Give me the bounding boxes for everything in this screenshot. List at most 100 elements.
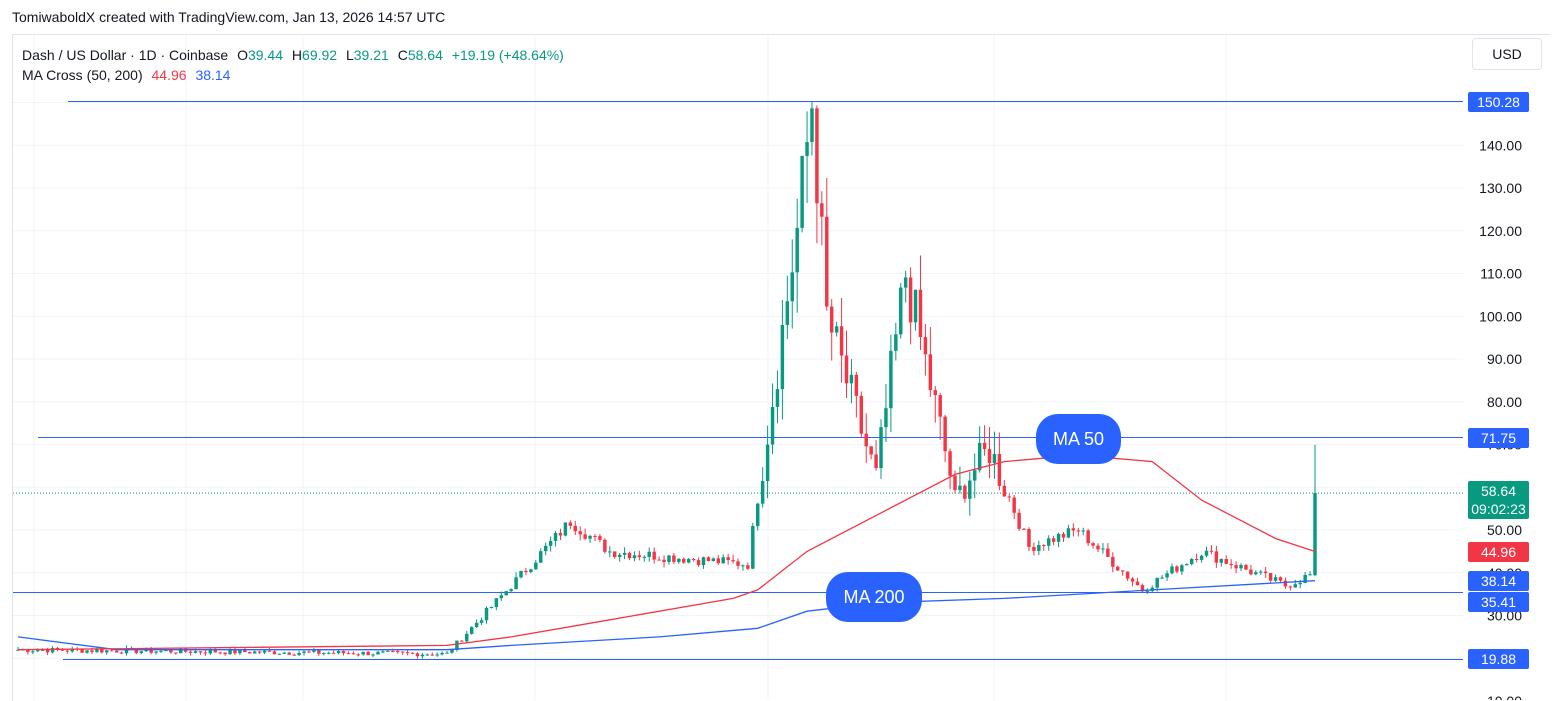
candle[interactable] bbox=[869, 446, 873, 460]
candle[interactable] bbox=[800, 155, 804, 233]
candle[interactable] bbox=[859, 391, 864, 438]
candle[interactable] bbox=[445, 650, 449, 654]
candle[interactable] bbox=[248, 651, 252, 654]
candle[interactable] bbox=[751, 522, 755, 570]
candle[interactable] bbox=[686, 558, 691, 564]
candle[interactable] bbox=[1259, 569, 1263, 575]
candle[interactable] bbox=[711, 557, 716, 562]
candle[interactable] bbox=[647, 547, 651, 562]
candle[interactable] bbox=[977, 426, 982, 473]
candle[interactable] bbox=[543, 542, 548, 556]
candle[interactable] bbox=[238, 649, 242, 656]
candle[interactable] bbox=[1283, 577, 1288, 589]
candle[interactable] bbox=[1239, 563, 1243, 572]
candle[interactable] bbox=[1313, 444, 1317, 577]
candle[interactable] bbox=[1071, 523, 1076, 537]
candle[interactable] bbox=[272, 650, 277, 655]
candle[interactable] bbox=[1012, 495, 1016, 520]
candle[interactable] bbox=[351, 651, 356, 655]
candle[interactable] bbox=[928, 327, 933, 397]
candle[interactable] bbox=[785, 275, 790, 340]
candle[interactable] bbox=[410, 652, 415, 655]
candle[interactable] bbox=[849, 359, 854, 404]
candle[interactable] bbox=[593, 534, 597, 542]
candle[interactable] bbox=[1007, 493, 1011, 502]
candle[interactable] bbox=[568, 520, 573, 530]
candle[interactable] bbox=[539, 548, 543, 563]
candle[interactable] bbox=[85, 649, 89, 654]
candle[interactable] bbox=[958, 466, 962, 494]
candle[interactable] bbox=[721, 554, 725, 564]
candle[interactable] bbox=[1086, 528, 1090, 547]
candle[interactable] bbox=[652, 547, 656, 564]
candle[interactable] bbox=[756, 502, 760, 531]
candle[interactable] bbox=[578, 526, 582, 541]
candle[interactable] bbox=[889, 334, 893, 433]
candle[interactable] bbox=[277, 653, 282, 655]
candle[interactable] bbox=[1032, 542, 1036, 556]
candle[interactable] bbox=[1273, 574, 1278, 582]
candle[interactable] bbox=[1268, 573, 1273, 583]
candle[interactable] bbox=[1165, 570, 1169, 581]
candle[interactable] bbox=[691, 558, 696, 562]
candle[interactable] bbox=[617, 553, 622, 562]
candle[interactable] bbox=[1254, 570, 1258, 576]
candle[interactable] bbox=[1288, 585, 1293, 591]
candle[interactable] bbox=[948, 448, 952, 490]
candle[interactable] bbox=[548, 536, 553, 552]
candle[interactable] bbox=[603, 538, 607, 554]
candle[interactable] bbox=[815, 105, 819, 244]
candle[interactable] bbox=[1056, 532, 1061, 548]
candle[interactable] bbox=[297, 650, 301, 657]
candle[interactable] bbox=[632, 551, 637, 562]
candle[interactable] bbox=[1278, 576, 1283, 584]
candle[interactable] bbox=[312, 648, 316, 654]
candle[interactable] bbox=[114, 650, 119, 653]
candle[interactable] bbox=[558, 528, 563, 541]
candle[interactable] bbox=[879, 419, 883, 479]
candle[interactable] bbox=[440, 651, 444, 656]
candle[interactable] bbox=[174, 652, 178, 655]
candle[interactable] bbox=[775, 370, 780, 424]
candle[interactable] bbox=[810, 101, 814, 156]
candle[interactable] bbox=[682, 557, 686, 564]
ma50-annotation[interactable]: MA 50 bbox=[1036, 414, 1121, 464]
price-label-hline[interactable]: 150.28 bbox=[1468, 92, 1529, 112]
candle[interactable] bbox=[420, 652, 425, 659]
candle[interactable] bbox=[1224, 555, 1228, 565]
candle[interactable] bbox=[780, 299, 785, 420]
candle[interactable] bbox=[1096, 543, 1100, 553]
ma200-annotation[interactable]: MA 200 bbox=[826, 572, 922, 622]
candle[interactable] bbox=[1209, 545, 1214, 555]
candle[interactable] bbox=[326, 651, 331, 655]
candle[interactable] bbox=[741, 564, 745, 571]
candle[interactable] bbox=[95, 646, 99, 654]
candle[interactable] bbox=[16, 647, 20, 651]
candle[interactable] bbox=[282, 651, 287, 655]
candle[interactable] bbox=[612, 551, 617, 559]
candle[interactable] bbox=[736, 558, 740, 570]
candle[interactable] bbox=[1150, 585, 1154, 593]
price-label-hline[interactable]: 71.75 bbox=[1468, 428, 1529, 448]
candle[interactable] bbox=[726, 553, 730, 565]
candle[interactable] bbox=[987, 427, 992, 479]
candle[interactable] bbox=[968, 471, 972, 516]
candle[interactable] bbox=[105, 650, 109, 655]
candle[interactable] bbox=[1170, 563, 1174, 575]
candle[interactable] bbox=[731, 554, 735, 564]
candle[interactable] bbox=[188, 649, 193, 656]
candle[interactable] bbox=[677, 558, 681, 564]
candle[interactable] bbox=[484, 606, 489, 624]
candle[interactable] bbox=[1046, 535, 1051, 551]
candle[interactable] bbox=[1249, 564, 1253, 576]
candle[interactable] bbox=[637, 550, 642, 561]
candle[interactable] bbox=[376, 650, 380, 655]
candle[interactable] bbox=[765, 425, 770, 499]
candle[interactable] bbox=[455, 640, 459, 652]
candle[interactable] bbox=[1037, 540, 1041, 556]
candle[interactable] bbox=[489, 606, 494, 609]
candle[interactable] bbox=[1244, 563, 1248, 571]
candle[interactable] bbox=[1145, 588, 1150, 594]
candle[interactable] bbox=[287, 651, 291, 655]
